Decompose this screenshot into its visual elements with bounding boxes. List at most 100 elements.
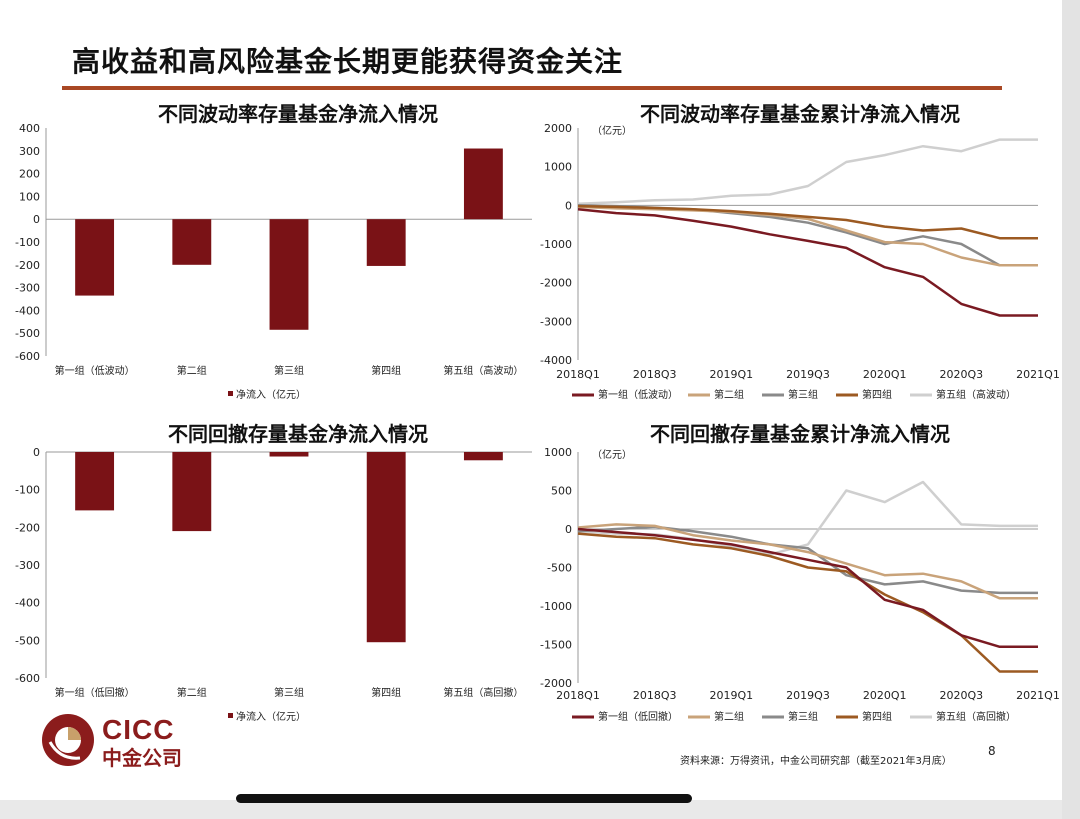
chart1-ytick-label: -400 [15, 304, 40, 317]
chart3-category-label: 第一组（低回撤） [55, 686, 135, 699]
slide: 高收益和高风险基金长期更能获得资金关注 不同波动率存量基金净流入情况 不同波动率… [0, 0, 1062, 800]
chart3-category-label: 第二组 [177, 686, 207, 699]
chart4-xtick-label: 2019Q1 [710, 689, 754, 702]
chart2-legend-label: 第一组（低波动） [598, 388, 678, 401]
chart2-series-line [577, 204, 1038, 240]
chart4-legend-label: 第二组 [714, 710, 744, 723]
chart4-xtick-label: 2020Q1 [863, 689, 907, 702]
chart4-unit-label: （亿元） [592, 448, 632, 461]
chart1-bar [75, 219, 115, 296]
chart2-unit-label: （亿元） [592, 124, 632, 137]
page-title: 高收益和高风险基金长期更能获得资金关注 [72, 45, 624, 78]
chart4-title: 不同回撤存量基金累计净流入情况 [650, 422, 950, 446]
chart2-title: 不同波动率存量基金累计净流入情况 [640, 102, 960, 126]
chart4-ytick-label: -2000 [540, 677, 572, 690]
chart4-legend-label: 第三组 [788, 710, 818, 723]
chart3-bar [366, 452, 406, 643]
page-number: 8 [988, 744, 996, 758]
chart4-ytick-label: 1000 [544, 446, 572, 459]
chart4-ytick-label: -1500 [540, 639, 572, 652]
chart3-category-label: 第五组（高回撤） [443, 686, 523, 699]
chart4-ytick-label: 500 [551, 485, 572, 498]
cicc-logo-icon [42, 714, 94, 766]
chart4-ytick-label: -1000 [540, 600, 572, 613]
chart3-ytick-label: -300 [15, 559, 40, 572]
chart3-ytick-label: -400 [15, 597, 40, 610]
chart2-series-line [577, 207, 1038, 317]
chart3-bar [75, 452, 115, 511]
chart2-xtick-label: 2020Q1 [863, 368, 907, 381]
chart3-category-label: 第三组 [274, 686, 304, 699]
chart1-ytick-label: -500 [15, 327, 40, 340]
chart1-ytick-label: -200 [15, 259, 40, 272]
chart1-category-label: 第一组（低波动） [55, 364, 135, 377]
chart4-xtick-label: 2018Q3 [633, 689, 677, 702]
chart3-bar [269, 452, 309, 457]
chart3-ytick-label: -500 [15, 634, 40, 647]
chart4-legend-label: 第四组 [862, 710, 892, 723]
chart2-legend-label: 第五组（高波动） [936, 388, 1016, 401]
chart1-category-label: 第二组 [177, 364, 207, 377]
chart2-ytick-label: 0 [565, 199, 572, 212]
chart4-legend-label: 第五组（高回撤） [936, 710, 1016, 723]
chart3-title: 不同回撤存量基金净流入情况 [168, 422, 428, 446]
chart4-xtick-label: 2018Q1 [556, 689, 600, 702]
chart1-ytick-label: 100 [19, 190, 40, 203]
chart2-ytick-label: -1000 [540, 238, 572, 251]
chart2-ytick-label: -2000 [540, 277, 572, 290]
chart2-ytick-label: 1000 [544, 161, 572, 174]
chart2-series-line [577, 138, 1038, 206]
chart3-ytick-label: -600 [15, 672, 40, 685]
chart2-legend-label: 第三组 [788, 388, 818, 401]
chart4-xtick-label: 2020Q3 [940, 689, 984, 702]
chart1-legend-label: 净流入（亿元） [236, 388, 306, 401]
chart1-ytick-label: 0 [33, 213, 40, 226]
cicc-logo: CICC 中金公司 [40, 712, 230, 772]
chart4-series-line [577, 523, 1038, 600]
chart3-category-label: 第四组 [371, 686, 401, 699]
chart2-xtick-label: 2018Q3 [633, 368, 677, 381]
chart2-xtick-label: 2019Q3 [786, 368, 830, 381]
chart2-ytick-label: -3000 [540, 315, 572, 328]
chart1-category-label: 第三组 [274, 364, 304, 377]
chart2-xtick-label: 2018Q1 [556, 368, 600, 381]
chart3-legend-label: 净流入（亿元） [236, 710, 306, 723]
chart4-ytick-label: 0 [565, 523, 572, 536]
chart1-bar [172, 219, 212, 265]
chart2-legend-label: 第四组 [862, 388, 892, 401]
chart3-ytick-label: -100 [15, 484, 40, 497]
chart1-ytick-label: -600 [15, 350, 40, 363]
chart1-ytick-label: 300 [19, 145, 40, 158]
chart2-ytick-label: -4000 [540, 354, 572, 367]
chart1-bar [463, 148, 503, 220]
chart1-legend-swatch [228, 391, 233, 396]
chart4-series-line [577, 480, 1038, 556]
chart3-ytick-label: -200 [15, 521, 40, 534]
chart3-bar [463, 452, 503, 461]
horizontal-scrollbar[interactable] [236, 794, 692, 803]
charts-canvas: 4003002001000-100-200-300-400-500-600第一组… [15, 122, 1060, 723]
chart1-title: 不同波动率存量基金净流入情况 [158, 102, 438, 126]
chart3-legend-swatch [228, 713, 233, 718]
chart3-bar [172, 452, 212, 532]
chart1-ytick-label: 200 [19, 168, 40, 181]
chart4-series-line [577, 527, 1038, 649]
chart4-xtick-label: 2021Q1 [1016, 689, 1060, 702]
chart4-series-line [577, 532, 1038, 673]
chart4-xtick-label: 2019Q3 [786, 689, 830, 702]
chart1-ytick-label: 400 [19, 122, 40, 135]
chart1-bar [366, 219, 406, 266]
chart2-legend-label: 第二组 [714, 388, 744, 401]
chart2-xtick-label: 2019Q1 [710, 368, 754, 381]
chart3-ytick-label: 0 [33, 446, 40, 459]
chart2-xtick-label: 2021Q1 [1016, 368, 1060, 381]
source-note: 资料来源：万得资讯，中金公司研究部（截至2021年3月底） [680, 756, 952, 767]
logo-text-cn: 中金公司 [102, 746, 182, 770]
chart1-ytick-label: -300 [15, 282, 40, 295]
chart1-category-label: 第五组（高波动） [443, 364, 523, 377]
window-edge [1062, 0, 1080, 819]
chart2-xtick-label: 2020Q3 [940, 368, 984, 381]
chart1-ytick-label: -100 [15, 236, 40, 249]
chart4-legend-label: 第一组（低回撤） [598, 710, 678, 723]
chart2-ytick-label: 2000 [544, 122, 572, 135]
